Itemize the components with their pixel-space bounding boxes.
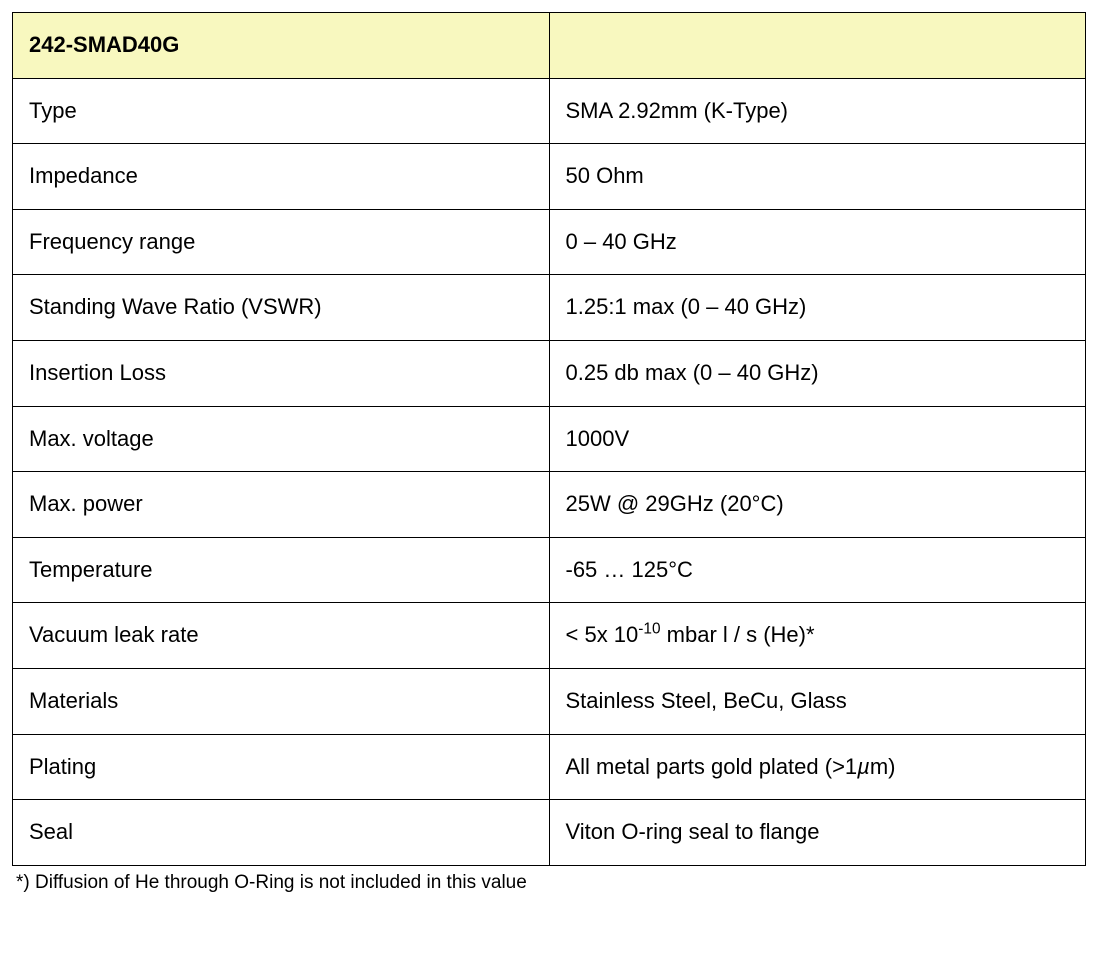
spec-table-row: Max. power25W @ 29GHz (20°C): [13, 472, 1086, 538]
spec-row-label: Impedance: [13, 144, 550, 210]
spec-table-row: Max. voltage1000V: [13, 406, 1086, 472]
spec-row-label: Vacuum leak rate: [13, 603, 550, 669]
spec-row-value: All metal parts gold plated (>1µm): [549, 734, 1086, 800]
spec-table-header-label: 242-SMAD40G: [13, 13, 550, 79]
spec-row-value: -65 … 125°C: [549, 537, 1086, 603]
spec-row-value: 50 Ohm: [549, 144, 1086, 210]
spec-row-value: < 5x 10-10 mbar l / s (He)*: [549, 603, 1086, 669]
spec-table-body: TypeSMA 2.92mm (K-Type)Impedance50 OhmFr…: [13, 78, 1086, 865]
spec-table-row: Insertion Loss 0.25 db max (0 – 40 GHz): [13, 340, 1086, 406]
spec-row-label: Max. power: [13, 472, 550, 538]
spec-row-value: 1.25:1 max (0 – 40 GHz): [549, 275, 1086, 341]
spec-row-label: Plating: [13, 734, 550, 800]
spec-row-value: Viton O-ring seal to flange: [549, 800, 1086, 866]
spec-row-label: Frequency range: [13, 209, 550, 275]
spec-table-row: PlatingAll metal parts gold plated (>1µm…: [13, 734, 1086, 800]
spec-row-label: Type: [13, 78, 550, 144]
spec-table-row: Impedance50 Ohm: [13, 144, 1086, 210]
spec-row-label: Standing Wave Ratio (VSWR): [13, 275, 550, 341]
spec-row-value: Stainless Steel, BeCu, Glass: [549, 668, 1086, 734]
spec-row-label: Max. voltage: [13, 406, 550, 472]
spec-table-row: TypeSMA 2.92mm (K-Type): [13, 78, 1086, 144]
spec-row-value: 25W @ 29GHz (20°C): [549, 472, 1086, 538]
spec-row-label: Insertion Loss: [13, 340, 550, 406]
spec-table-row: Temperature-65 … 125°C: [13, 537, 1086, 603]
spec-table-header-row: 242-SMAD40G: [13, 13, 1086, 79]
spec-table-row: Standing Wave Ratio (VSWR)1.25:1 max (0 …: [13, 275, 1086, 341]
spec-table-row: SealViton O-ring seal to flange: [13, 800, 1086, 866]
spec-row-value: 1000V: [549, 406, 1086, 472]
spec-table-row: Frequency range0 – 40 GHz: [13, 209, 1086, 275]
spec-row-value: SMA 2.92mm (K-Type): [549, 78, 1086, 144]
spec-row-value: 0.25 db max (0 – 40 GHz): [549, 340, 1086, 406]
spec-table: 242-SMAD40G TypeSMA 2.92mm (K-Type)Imped…: [12, 12, 1086, 866]
spec-table-header-value: [549, 13, 1086, 79]
spec-table-row: MaterialsStainless Steel, BeCu, Glass: [13, 668, 1086, 734]
spec-row-label: Materials: [13, 668, 550, 734]
spec-table-row: Vacuum leak rate< 5x 10-10 mbar l / s (H…: [13, 603, 1086, 669]
spec-row-value: 0 – 40 GHz: [549, 209, 1086, 275]
footnote-text: *) Diffusion of He through O-Ring is not…: [12, 866, 1086, 894]
spec-row-label: Temperature: [13, 537, 550, 603]
spec-row-label: Seal: [13, 800, 550, 866]
